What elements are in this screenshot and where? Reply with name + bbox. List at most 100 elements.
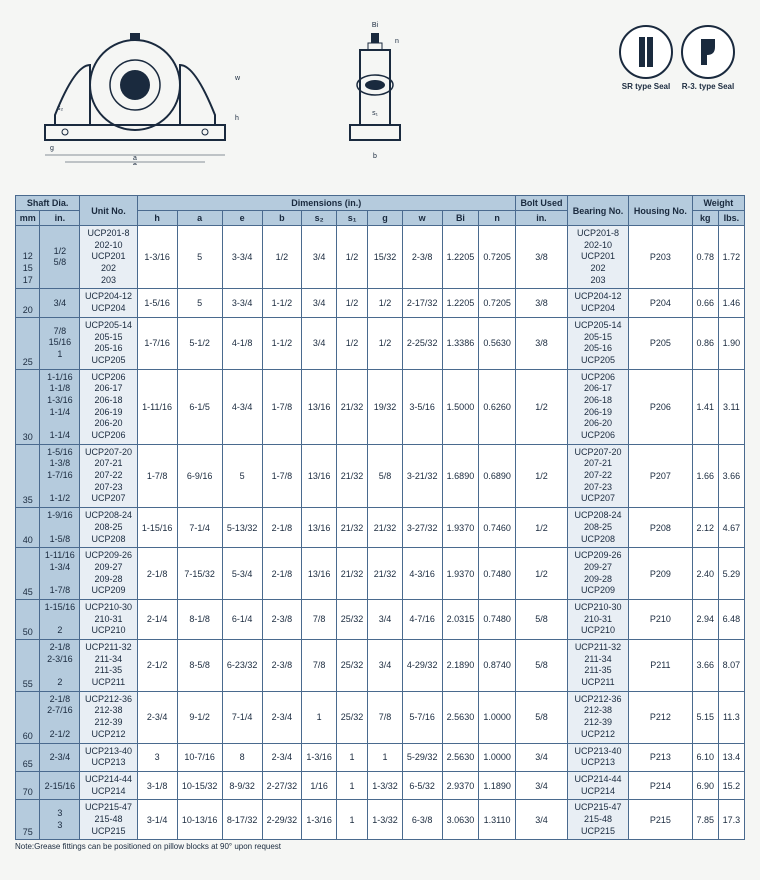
th-w: w [402,211,442,226]
cell-in: 2-3/4 [40,743,80,771]
cell-h: 2-1/2 [137,640,177,692]
cell-s1: 21/32 [336,508,367,548]
cell-bolt: 1/2 [515,369,567,444]
cell-bearing: UCP206206-17206-18206-19206-20UCP206 [567,369,628,444]
cell-in: 2-15/16 [40,771,80,799]
cell-unit: UCP215-47215-48UCP215 [80,800,137,840]
table-row: 1215171/25/8UCP201-8202-10UCP2012022031-… [16,226,745,289]
table-row: 501-15/16 2UCP210-30210-31UCP2102-1/48-1… [16,599,745,639]
cell-n: 1.3110 [479,800,516,840]
svg-text:b: b [373,153,377,160]
th-s2: s₂ [302,211,337,226]
th-shaft-dia: Shaft Dia. [16,196,80,211]
cell-unit: UCP204-12UCP204 [80,289,137,317]
cell-a: 8-5/8 [177,640,222,692]
cell-unit: UCP209-26209-27209-28UCP209 [80,548,137,600]
cell-g: 1-3/32 [368,771,403,799]
cell-bi: 2.0315 [442,599,479,639]
cell-e: 6-1/4 [222,599,262,639]
cell-b: 1-7/8 [262,369,302,444]
cell-s1: 1 [336,743,367,771]
cell-a: 9-1/2 [177,691,222,743]
cell-a: 10-15/32 [177,771,222,799]
cell-n: 1.0000 [479,743,516,771]
cell-s2: 1-3/16 [302,743,337,771]
cell-s2: 13/16 [302,548,337,600]
th-h: h [137,211,177,226]
cell-h: 1-7/16 [137,317,177,369]
cell-g: 1/2 [368,317,403,369]
cell-bolt: 1/2 [515,508,567,548]
cell-n: 1.1890 [479,771,516,799]
cell-bearing: UCP210-30210-31UCP210 [567,599,628,639]
cell-kg: 6.90 [692,771,718,799]
cell-mm: 35 [16,444,40,507]
th-bi: Bi [442,211,479,226]
cell-bolt: 1/2 [515,548,567,600]
cell-lbs: 1.90 [718,317,744,369]
cell-g: 7/8 [368,691,403,743]
cell-kg: 0.66 [692,289,718,317]
th-bolt-in: in. [515,211,567,226]
cell-in: 3/4 [40,289,80,317]
cell-kg: 1.66 [692,444,718,507]
cell-kg: 2.40 [692,548,718,600]
cell-bi: 1.3386 [442,317,479,369]
cell-e: 4-3/4 [222,369,262,444]
cell-bearing: UCP212-36212-38212-39UCP212 [567,691,628,743]
cell-kg: 3.66 [692,640,718,692]
spec-table: Shaft Dia. Unit No. Dimensions (in.) Bol… [15,195,745,840]
cell-housing: P206 [629,369,693,444]
cell-unit: UCP207-20207-21207-22207-23UCP207 [80,444,137,507]
cell-h: 3-1/8 [137,771,177,799]
cell-b: 2-27/32 [262,771,302,799]
cell-e: 4-1/8 [222,317,262,369]
svg-text:h: h [235,115,239,122]
cell-w: 6-5/32 [402,771,442,799]
cell-a: 6-9/16 [177,444,222,507]
cell-b: 2-3/8 [262,599,302,639]
cell-e: 3-3/4 [222,226,262,289]
cell-g: 21/32 [368,548,403,600]
cell-bi: 2.5630 [442,691,479,743]
cell-in: 1-5/161-3/81-7/16 1-1/2 [40,444,80,507]
cell-lbs: 5.29 [718,548,744,600]
cell-lbs: 8.07 [718,640,744,692]
cell-s1: 21/32 [336,369,367,444]
cell-s1: 1/2 [336,226,367,289]
cell-g: 5/8 [368,444,403,507]
cell-b: 2-3/4 [262,691,302,743]
cell-housing: P214 [629,771,693,799]
cell-kg: 0.78 [692,226,718,289]
cell-in: 1-15/16 2 [40,599,80,639]
cell-h: 1-15/16 [137,508,177,548]
cell-a: 8-1/8 [177,599,222,639]
cell-in: 1-9/16 1-5/8 [40,508,80,548]
diagram-area: a e s₂ w h g Bi n s₁ b SR type Seal [15,15,745,175]
cell-a: 5-1/2 [177,317,222,369]
cell-in: 2-1/82-3/16 2 [40,640,80,692]
cell-g: 1/2 [368,289,403,317]
cell-a: 7-15/32 [177,548,222,600]
cell-s2: 3/4 [302,289,337,317]
cell-b: 1-1/2 [262,317,302,369]
cell-s1: 1 [336,800,367,840]
cell-e: 8 [222,743,262,771]
cell-bolt: 3/8 [515,226,567,289]
cell-s2: 3/4 [302,317,337,369]
cell-s2: 13/16 [302,508,337,548]
cell-n: 0.7480 [479,548,516,600]
cell-mm: 55 [16,640,40,692]
cell-housing: P204 [629,289,693,317]
cell-housing: P212 [629,691,693,743]
cell-housing: P213 [629,743,693,771]
cell-s2: 7/8 [302,640,337,692]
cell-lbs: 1.72 [718,226,744,289]
cell-n: 0.7480 [479,599,516,639]
cell-h: 3 [137,743,177,771]
cell-unit: UCP214-44UCP214 [80,771,137,799]
th-b: b [262,211,302,226]
side-diagram: Bi n s₁ b [325,15,425,165]
cell-bearing: UCP207-20207-21207-22207-23UCP207 [567,444,628,507]
cell-h: 1-7/8 [137,444,177,507]
